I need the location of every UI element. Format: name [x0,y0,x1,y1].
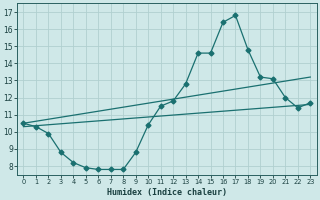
X-axis label: Humidex (Indice chaleur): Humidex (Indice chaleur) [107,188,227,197]
